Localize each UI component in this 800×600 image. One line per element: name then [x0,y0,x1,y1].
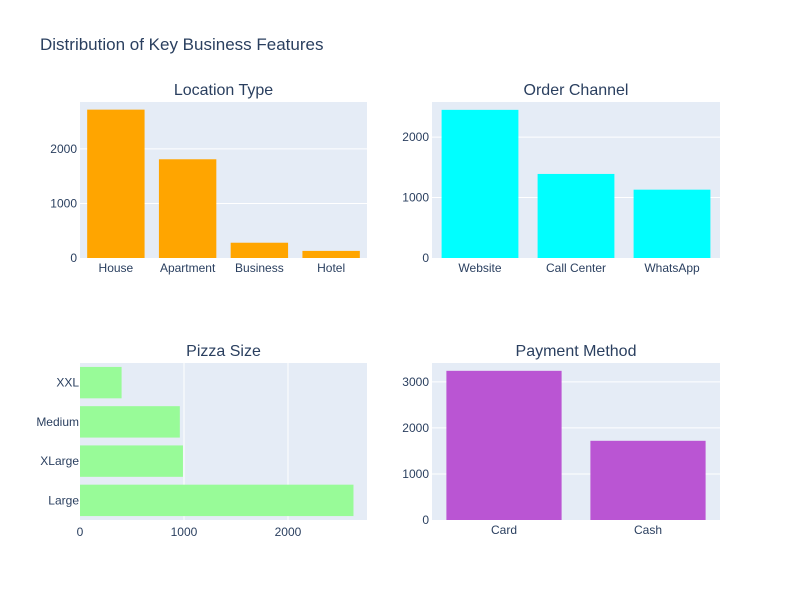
bar-house [87,109,145,259]
y-tick-label: 2000 [50,142,77,156]
subplot-title: Location Type [174,82,273,99]
x-tick-label: Business [235,261,284,275]
bar-large [80,484,354,517]
y-tick-label: 2000 [402,421,429,435]
y-tick-label: 0 [70,251,77,265]
bar-apartment [158,159,217,258]
y-tick-label: Medium [36,415,79,429]
subplot-title: Payment Method [516,343,637,360]
y-tick-label: 0 [422,251,429,265]
y-tick-label: 1000 [402,191,429,205]
bar-website [441,109,519,258]
y-tick-label: XLarge [40,454,79,468]
subplot-2: Order Channel 0 1000 2000 Website Call Center… [402,82,720,275]
bar-xxl [80,366,122,399]
bar-call-center [537,173,615,258]
subplots: Location Type 0 1000 2000 House Apartment Busi… [36,82,720,539]
y-tick-label: 3000 [402,375,429,389]
y-tick-label: 1000 [50,196,77,210]
x-tick-label: Card [491,523,517,537]
subplot-title: Order Channel [524,82,629,99]
x-tick-label: Cash [634,523,662,537]
y-tick-label: Large [48,493,79,507]
bar-hotel [302,250,360,258]
x-tick-label: 2000 [275,525,302,539]
x-tick-label: 0 [77,525,84,539]
x-tick-label: Website [458,261,501,275]
x-tick-label: Apartment [160,261,216,275]
y-tick-label: 2000 [402,130,429,144]
x-tick-label: Hotel [317,261,345,275]
bar-cash [590,440,706,520]
figure-title: Distribution of Key Business Features [40,35,323,54]
bar-business [230,242,289,258]
bar-xlarge [80,445,183,477]
subplot-4: Payment Method 0 1000 2000 3000 Card Cash [402,343,720,537]
y-tick-label: 1000 [402,467,429,481]
y-tick-label: 0 [422,513,429,527]
bar-card [446,370,562,520]
x-tick-label: 1000 [171,525,198,539]
subplot-1: Location Type 0 1000 2000 House Apartment Busi… [50,82,367,275]
x-tick-label: WhatsApp [644,261,700,275]
x-tick-label: House [99,261,134,275]
subplot-title: Pizza Size [186,343,261,360]
subplot-3: Pizza Size 0 1000 2000 XXL Medium XLarge Large [36,343,367,539]
bar-medium [80,406,180,438]
x-tick-label: Call Center [546,261,606,275]
y-tick-label: XXL [56,376,79,390]
bar-whatsapp [633,189,711,258]
